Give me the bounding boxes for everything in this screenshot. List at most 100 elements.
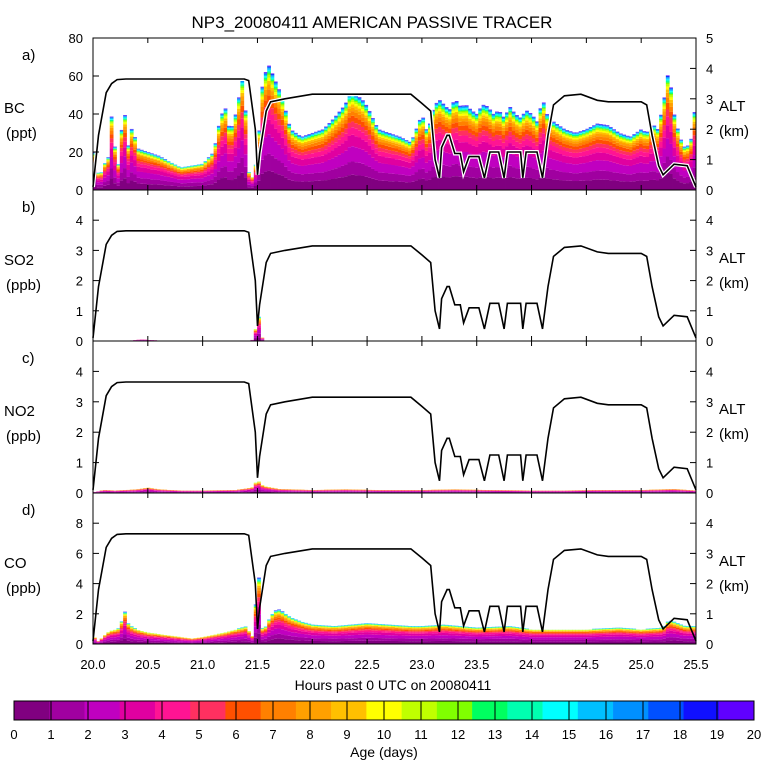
tracer-bar-segment <box>310 136 315 138</box>
tracer-bar-segment <box>367 491 372 492</box>
tracer-bar-segment <box>451 133 456 141</box>
tracer-bar-segment <box>220 120 225 123</box>
tracer-bar-segment <box>642 145 647 149</box>
tracer-bar-segment <box>139 183 144 190</box>
tracer-bar-segment <box>525 154 529 167</box>
tracer-bar-segment <box>451 106 456 108</box>
tracer-bar-segment <box>283 112 288 114</box>
tracer-bar-segment <box>541 105 546 107</box>
tracer-bar-segment <box>474 117 479 119</box>
tracer-bar-segment <box>337 117 342 120</box>
tracer-bar-segment <box>448 128 452 134</box>
tracer-bar-segment <box>223 132 228 138</box>
tracer-bar-segment <box>273 87 278 89</box>
tracer-bar-segment <box>290 180 295 190</box>
tracer-bar-segment <box>411 139 415 141</box>
tracer-bar-segment <box>273 107 278 114</box>
tracer-bar-segment <box>598 147 603 153</box>
tracer-bar-segment <box>294 141 298 144</box>
tracer-bar-segment <box>538 112 543 114</box>
tracer-bar-segment <box>374 130 379 132</box>
tracer-bar-segment <box>662 108 667 112</box>
tracer-bar-segment <box>454 132 459 140</box>
tracer-bar-segment <box>598 170 603 180</box>
tracer-bar-segment <box>367 166 372 178</box>
tracer-bar-segment <box>294 134 298 135</box>
tracer-bar-segment <box>330 158 335 170</box>
tracer-bar-segment <box>441 110 446 113</box>
tracer-bar-segment <box>230 128 235 130</box>
tracer-bar-segment <box>300 137 305 139</box>
tracer-bar-segment <box>350 111 355 116</box>
tracer-bar-segment <box>491 119 496 122</box>
tracer-bar-segment <box>287 125 292 127</box>
tracer-bar-segment <box>578 135 583 137</box>
tracer-bar-segment <box>461 152 466 166</box>
tracer-bar-segment <box>495 177 499 190</box>
tracer-bar-segment <box>649 161 653 172</box>
tracer-bar-segment <box>260 96 265 100</box>
tracer-bar-segment <box>371 131 375 136</box>
tracer-bar-segment <box>300 165 305 175</box>
tracer-bar-segment <box>689 141 694 143</box>
tracer-bar-segment <box>434 128 439 134</box>
tracer-bar-segment <box>263 490 268 492</box>
tracer-bar-segment <box>565 163 570 173</box>
tracer-bar-segment <box>387 150 392 154</box>
tracer-bar-segment <box>297 491 302 492</box>
tracer-bar-segment <box>347 108 352 113</box>
tracer-bar-segment <box>632 154 637 159</box>
tracer-bar-segment <box>417 144 422 151</box>
tracer-bar-segment <box>290 135 295 137</box>
tracer-bar-segment <box>304 491 308 493</box>
tracer-bar-segment <box>387 137 392 139</box>
tracer-bar-segment <box>193 172 198 174</box>
tracer-bar-segment <box>260 99 265 103</box>
tracer-bar-segment <box>243 490 248 491</box>
tracer-bar-segment <box>578 134 583 136</box>
tracer-bar-segment <box>227 153 231 162</box>
species-label: SO2 <box>4 252 34 269</box>
tracer-bar-segment <box>210 159 214 161</box>
tracer-bar-segment <box>458 113 462 117</box>
tracer-bar-segment <box>491 167 496 179</box>
tracer-bar-segment <box>304 145 308 149</box>
tracer-bar-segment <box>521 118 526 120</box>
tracer-bar-segment <box>206 163 211 166</box>
tracer-bar-segment <box>685 152 690 154</box>
tracer-bar-segment <box>354 117 359 124</box>
tracer-bar-segment <box>310 137 315 139</box>
tracer-bar-segment <box>407 150 412 154</box>
tracer-bar-segment <box>340 491 345 493</box>
tracer-bar-segment <box>471 115 476 117</box>
tracer-bar-segment <box>558 149 563 154</box>
tracer-bar-segment <box>99 187 104 190</box>
tracer-bar-segment <box>441 105 446 107</box>
tracer-bar-segment <box>384 145 389 150</box>
tracer-bar-segment <box>672 118 677 120</box>
tracer-bar-segment <box>133 141 137 143</box>
tracer-bar-segment <box>642 135 647 137</box>
tracer-bar-segment <box>243 491 248 493</box>
tracer-bar-segment <box>454 122 459 128</box>
tracer-bar-segment <box>642 132 647 134</box>
tracer-bar-segment <box>424 150 429 156</box>
tracer-bar-segment <box>461 113 466 116</box>
tracer-bar-segment <box>126 148 131 150</box>
tracer-bar-segment <box>598 126 603 128</box>
tracer-bar-segment <box>417 136 422 141</box>
tracer-bar-segment <box>270 87 275 92</box>
tracer-bar-segment <box>592 128 596 129</box>
tracer-bar-segment <box>270 76 275 78</box>
tracer-bar-segment <box>652 131 657 134</box>
tracer-bar-segment <box>665 97 670 103</box>
tracer-bar-segment <box>220 117 225 119</box>
tracer-bar-segment <box>665 156 670 173</box>
tracer-bar-segment <box>243 114 248 116</box>
tracer-bar-segment <box>655 140 660 144</box>
tracer-bar-segment <box>109 117 114 119</box>
tracer-bar-segment <box>421 149 426 158</box>
tracer-bar-segment <box>491 116 496 118</box>
tracer-bar-segment <box>334 148 338 157</box>
